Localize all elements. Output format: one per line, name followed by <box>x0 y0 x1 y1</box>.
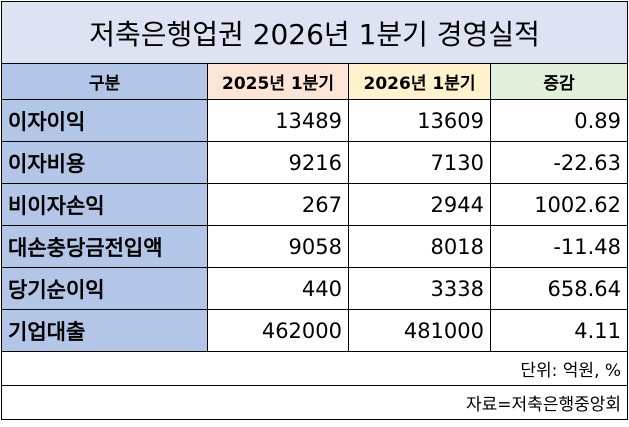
row-label: 대손충당금전입액 <box>1 225 208 268</box>
data-row: 당기순이익 440 3338 658.64 <box>1 267 629 310</box>
data-row: 이자이익 13489 13609 0.89 <box>1 99 629 142</box>
data-row: 기업대출 462000 481000 4.11 <box>1 309 629 352</box>
header-row: 구분 2025년 1분기 2026년 1분기 증감 <box>1 63 629 100</box>
value-cell: 658.64 <box>489 267 629 310</box>
value-cell: 9058 <box>207 225 349 268</box>
value-cell: -22.63 <box>489 141 629 184</box>
value-cell: 0.89 <box>489 99 629 142</box>
data-row: 비이자손익 267 2944 1002.62 <box>1 183 629 226</box>
value-cell: 462000 <box>207 309 349 352</box>
value-cell: 13609 <box>348 99 491 142</box>
row-label: 기업대출 <box>1 309 208 352</box>
header-cell: 2025년 1분기 <box>207 63 349 100</box>
value-cell: 3338 <box>348 267 491 310</box>
value-cell: 8018 <box>348 225 491 268</box>
title: 저축은행업권 2026년 1분기 경영실적 <box>0 1 629 64</box>
header-cell: 구분 <box>1 63 208 100</box>
value-cell: 440 <box>207 267 349 310</box>
value-cell: 7130 <box>348 141 491 184</box>
row-label: 비이자손익 <box>1 183 208 226</box>
row-label: 이자이익 <box>1 99 208 142</box>
value-cell: 2944 <box>348 183 491 226</box>
data-row: 이자비용 9216 7130 -22.63 <box>1 141 629 184</box>
value-cell: 13489 <box>207 99 349 142</box>
data-row: 대손충당금전입액 9058 8018 -11.48 <box>1 225 629 268</box>
value-cell: 4.11 <box>489 309 629 352</box>
source-row: 자료=저축은행중앙회 <box>0 385 629 420</box>
source-note: 자료=저축은행중앙회 <box>0 385 629 420</box>
value-cell: 267 <box>207 183 349 226</box>
value-cell: 481000 <box>348 309 491 352</box>
unit-row: 단위: 억원, % <box>0 351 629 386</box>
row-label: 당기순이익 <box>1 267 208 310</box>
value-cell: 1002.62 <box>489 183 629 226</box>
header-cell: 2026년 1분기 <box>348 63 491 100</box>
row-label: 이자비용 <box>1 141 208 184</box>
value-cell: 9216 <box>207 141 349 184</box>
value-cell: -11.48 <box>489 225 629 268</box>
unit-note: 단위: 억원, % <box>0 351 629 386</box>
header-cell: 증감 <box>489 63 629 100</box>
